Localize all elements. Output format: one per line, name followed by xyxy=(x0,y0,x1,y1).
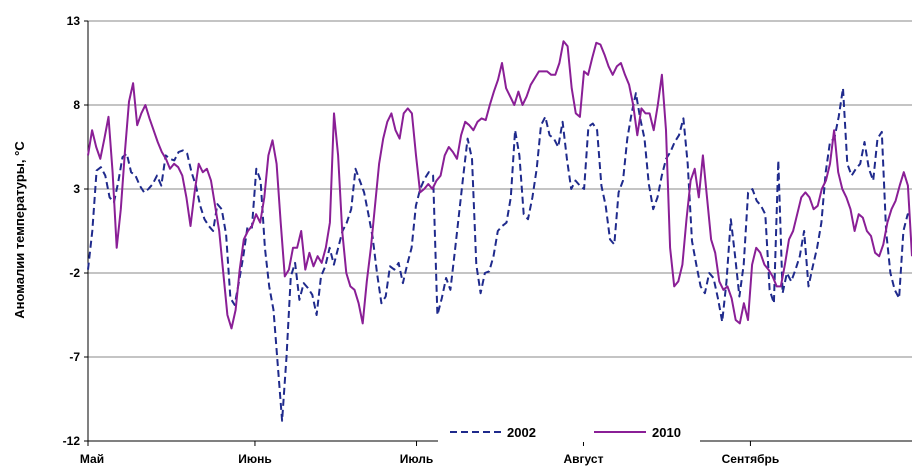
series-line-2002 xyxy=(87,87,912,422)
legend-box xyxy=(438,418,700,442)
y-tick-label: 13 xyxy=(67,14,81,28)
series-line-2010 xyxy=(87,40,912,330)
gridlines xyxy=(88,20,912,358)
legend-label-2002: 2002 xyxy=(507,425,536,440)
x-tick-label: Июль xyxy=(400,452,434,466)
y-tick-label: -7 xyxy=(69,350,80,364)
y-tick-label: 3 xyxy=(73,182,80,196)
legend: 2002 2010 xyxy=(438,418,700,442)
y-tick-label: -2 xyxy=(69,266,80,280)
y-axis-label: Аномалии температуры, °C xyxy=(12,141,27,319)
plot-area xyxy=(87,40,912,422)
y-tick-labels: 13 8 3 -2 -7 -12 xyxy=(63,14,81,448)
x-tick-label: Сентябрь xyxy=(722,452,780,466)
y-tick-label: -12 xyxy=(63,434,81,448)
x-tick-label: Август xyxy=(563,452,603,466)
x-tick-labels: Май Июнь Июль Август Сентябрь xyxy=(80,452,779,466)
x-tick-label: Май xyxy=(80,452,104,466)
y-tick-label: 8 xyxy=(73,98,80,112)
x-tick-label: Июнь xyxy=(238,452,272,466)
legend-label-2010: 2010 xyxy=(652,425,681,440)
